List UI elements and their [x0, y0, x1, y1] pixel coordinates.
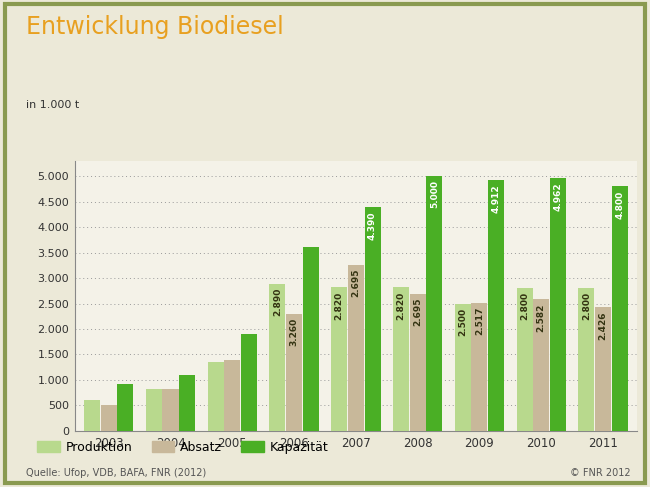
Bar [224, 359, 240, 431]
Bar [533, 300, 549, 431]
Bar [488, 181, 504, 431]
Text: 2.426: 2.426 [599, 311, 608, 340]
Bar [612, 186, 628, 431]
Text: 3.260: 3.260 [290, 318, 298, 346]
Text: 2.820: 2.820 [396, 291, 406, 319]
Bar [146, 389, 162, 431]
Bar [595, 307, 611, 431]
Text: 4.800: 4.800 [615, 190, 624, 219]
Text: 2.695: 2.695 [352, 269, 360, 298]
Text: 2.695: 2.695 [413, 298, 422, 326]
Text: 5.000: 5.000 [430, 180, 439, 208]
Bar [455, 303, 471, 431]
Bar [101, 406, 117, 431]
Bar [179, 375, 195, 431]
Text: © FNR 2012: © FNR 2012 [570, 468, 630, 478]
Text: 4.962: 4.962 [553, 182, 562, 211]
Bar [269, 283, 285, 431]
Bar [241, 334, 257, 431]
Bar [331, 287, 347, 431]
Bar [286, 314, 302, 431]
Text: 4.390: 4.390 [368, 211, 377, 240]
Text: 2.500: 2.500 [458, 308, 467, 336]
Bar [393, 287, 409, 431]
Text: Quelle: Ufop, VDB, BAFA, FNR (2012): Quelle: Ufop, VDB, BAFA, FNR (2012) [26, 468, 206, 478]
Bar [162, 389, 179, 431]
Bar [303, 247, 318, 431]
Text: 2.517: 2.517 [475, 307, 484, 335]
Bar [118, 384, 133, 431]
Text: 2.890: 2.890 [273, 288, 282, 316]
Text: 2.820: 2.820 [335, 291, 344, 319]
Bar [578, 288, 594, 431]
Bar [426, 176, 443, 431]
Bar [365, 207, 381, 431]
Bar [207, 362, 224, 431]
Bar [348, 265, 364, 431]
Text: 4.912: 4.912 [491, 185, 500, 213]
Bar [410, 294, 426, 431]
Text: 2.582: 2.582 [537, 303, 546, 332]
Bar [84, 400, 100, 431]
Text: Entwicklung Biodiesel: Entwicklung Biodiesel [26, 15, 284, 38]
Text: 2.800: 2.800 [520, 292, 529, 320]
Text: 2.800: 2.800 [582, 292, 591, 320]
Bar [550, 178, 566, 431]
Bar [517, 288, 532, 431]
Legend: Produktion, Absatz, Kapazität: Produktion, Absatz, Kapazität [32, 436, 333, 459]
Bar [471, 302, 488, 431]
Text: in 1.000 t: in 1.000 t [26, 100, 79, 110]
